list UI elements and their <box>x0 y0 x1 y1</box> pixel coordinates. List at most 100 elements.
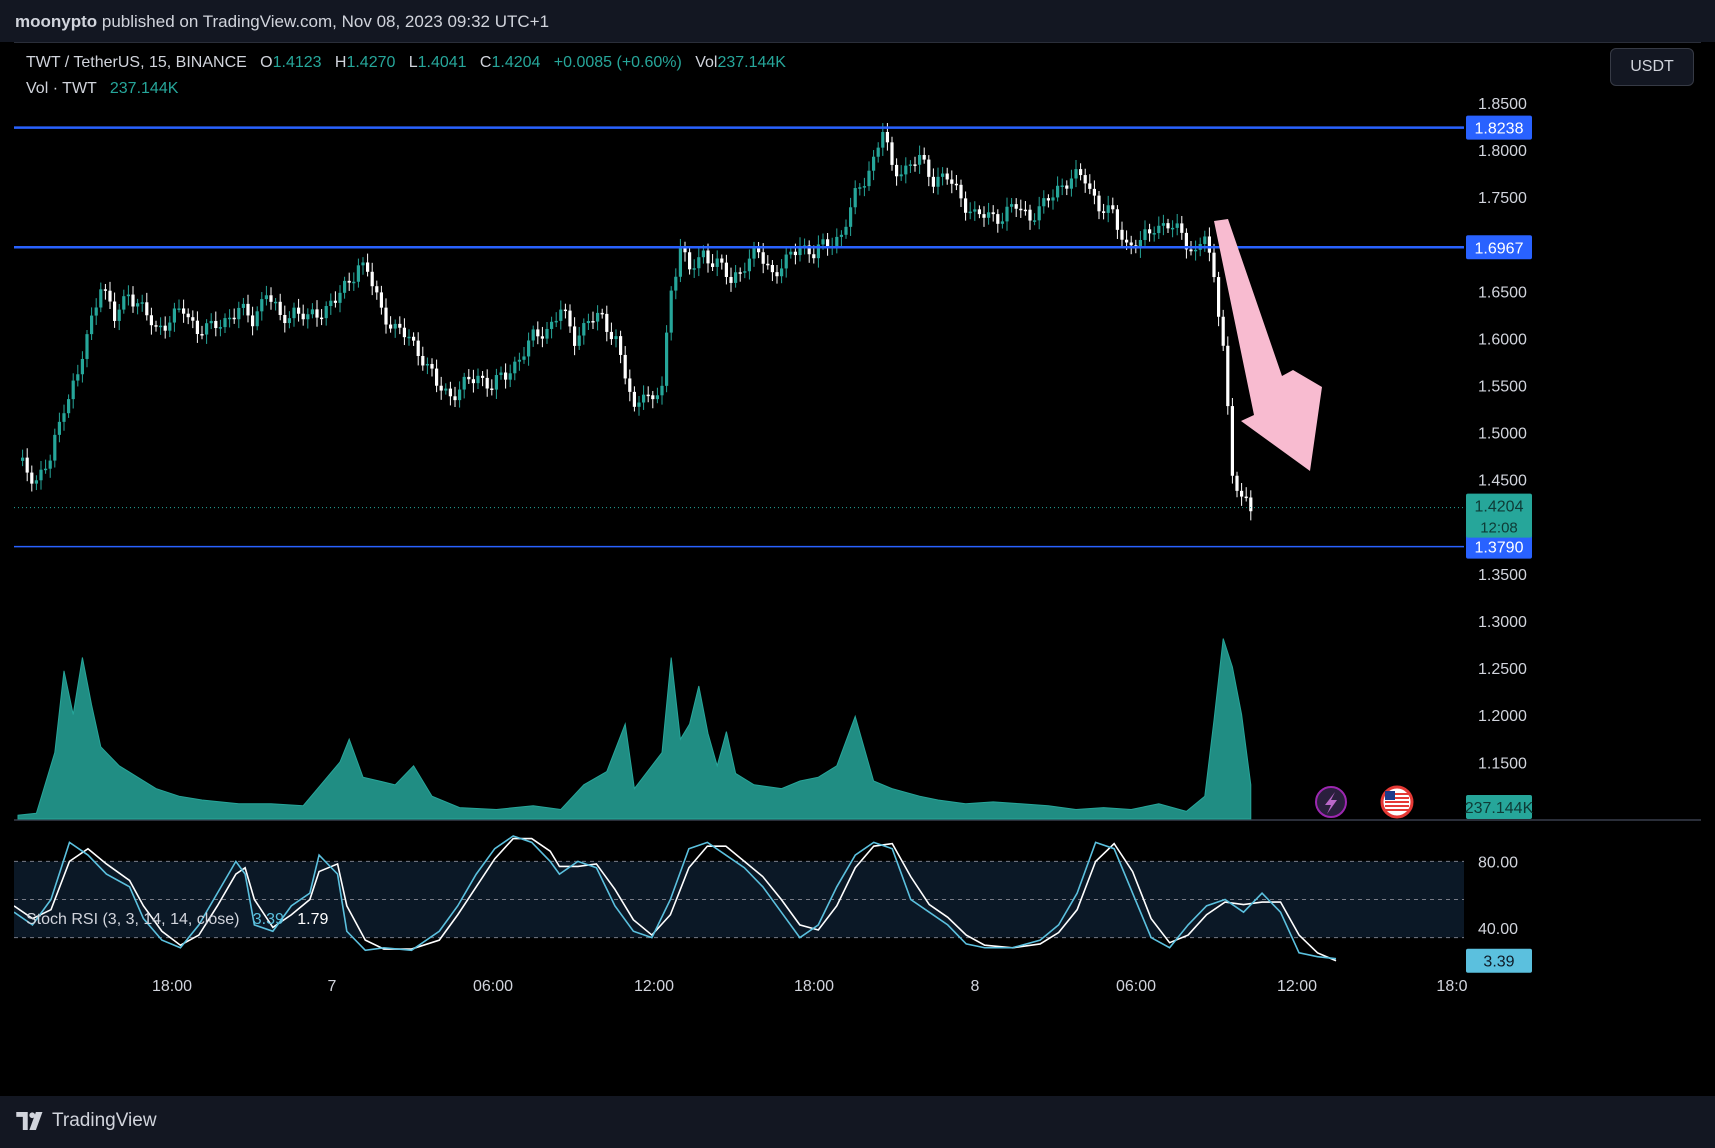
candle-body <box>890 142 894 165</box>
candle <box>292 302 296 327</box>
badge-resistance-mid-bg <box>1466 235 1532 260</box>
candle-body <box>384 307 388 325</box>
candle <box>1226 336 1230 415</box>
candle-body <box>76 374 80 381</box>
candle <box>747 249 751 280</box>
candle <box>471 369 475 393</box>
y-tick-label: 1.7500 <box>1478 190 1527 207</box>
candle <box>683 241 687 262</box>
stoch-k-value: 3.39 <box>252 911 284 928</box>
candle <box>1069 169 1073 197</box>
candle-body <box>872 156 876 171</box>
candle-body <box>706 250 710 264</box>
candle-body <box>94 307 98 316</box>
candle <box>476 368 480 389</box>
candle-body <box>559 309 563 321</box>
candle <box>126 285 130 306</box>
candle-body <box>223 318 227 328</box>
currency-button[interactable]: USDT <box>1610 48 1694 86</box>
candle <box>71 373 75 409</box>
candle-body <box>1102 211 1106 213</box>
candle-body <box>573 326 577 346</box>
candle-body <box>407 336 411 339</box>
candle <box>39 460 43 490</box>
candle <box>1148 223 1152 242</box>
candle-body <box>338 292 342 303</box>
candle <box>44 459 48 474</box>
candle-body <box>1203 236 1207 244</box>
candle <box>1092 180 1096 205</box>
candle <box>729 267 733 292</box>
candle <box>1083 168 1087 193</box>
candle-body <box>1060 185 1064 188</box>
candle <box>329 293 333 315</box>
candle <box>494 368 498 399</box>
flag-canton <box>1385 791 1395 800</box>
candle-body <box>315 309 319 318</box>
candle-body <box>623 354 627 379</box>
candle <box>554 312 558 328</box>
candle-body <box>1037 206 1041 221</box>
candle <box>1079 163 1083 181</box>
candle-body <box>21 457 25 461</box>
candle-body <box>862 186 866 188</box>
candle-body <box>163 325 167 331</box>
candle <box>485 369 489 397</box>
candle <box>586 313 590 330</box>
candle <box>591 311 595 329</box>
candle-body <box>485 377 489 389</box>
candle-body <box>67 399 71 414</box>
candle-body <box>1171 227 1175 230</box>
candle-body <box>412 336 416 341</box>
candle-body <box>849 207 853 227</box>
chart-frame[interactable]: 1.85001.80001.75001.70001.65001.60001.55… <box>14 42 1701 1097</box>
candle <box>177 299 181 313</box>
candle <box>1152 226 1156 242</box>
candle-body <box>674 276 678 291</box>
candle <box>1175 213 1179 236</box>
y-tick-label: 1.6500 <box>1478 284 1527 301</box>
candle-body <box>766 263 770 266</box>
candle <box>596 305 600 331</box>
candle <box>122 289 126 314</box>
candle-body <box>48 460 52 469</box>
candle-body <box>435 368 439 386</box>
price-chart[interactable]: 1.85001.80001.75001.70001.65001.60001.55… <box>14 43 1701 1097</box>
candle <box>844 219 848 239</box>
candle <box>163 316 167 339</box>
candle-body <box>34 480 38 484</box>
candle-body <box>352 281 356 284</box>
symbol-label[interactable]: TWT / TetherUS, 15, BINANCE <box>26 54 247 71</box>
candle-body <box>1051 197 1055 201</box>
candle <box>1023 201 1027 216</box>
candle <box>402 318 406 346</box>
candle-body <box>200 334 204 336</box>
candle <box>977 205 981 219</box>
candle <box>665 325 669 393</box>
publisher-name[interactable]: moonypto <box>15 12 98 31</box>
candle-body <box>798 246 802 256</box>
y-tick-label: 1.4500 <box>1478 473 1527 490</box>
candle <box>90 307 94 340</box>
candle-body <box>297 307 301 314</box>
candle-body <box>646 394 650 397</box>
candle <box>48 454 52 478</box>
candle-body <box>1046 198 1050 201</box>
candle-body <box>1010 204 1014 207</box>
candle <box>306 308 310 329</box>
candle <box>310 303 314 319</box>
candle <box>117 303 121 331</box>
candle-body <box>1138 239 1142 249</box>
high-value: 1.4270 <box>346 54 396 71</box>
candle <box>734 265 738 288</box>
candle-body <box>1014 204 1018 209</box>
time-axis-label: 06:00 <box>473 978 513 995</box>
stoch-indicator-label[interactable]: Stoch RSI (3, 3, 14, 14, close) <box>26 911 240 928</box>
candle-body <box>57 421 61 435</box>
candle-body <box>1092 188 1096 196</box>
candle-body <box>844 226 848 235</box>
candle <box>724 254 728 285</box>
volume-indicator-label[interactable]: Vol · TWT <box>26 80 97 97</box>
tradingview-logo[interactable]: TradingView <box>16 1110 157 1132</box>
candle <box>251 306 255 336</box>
